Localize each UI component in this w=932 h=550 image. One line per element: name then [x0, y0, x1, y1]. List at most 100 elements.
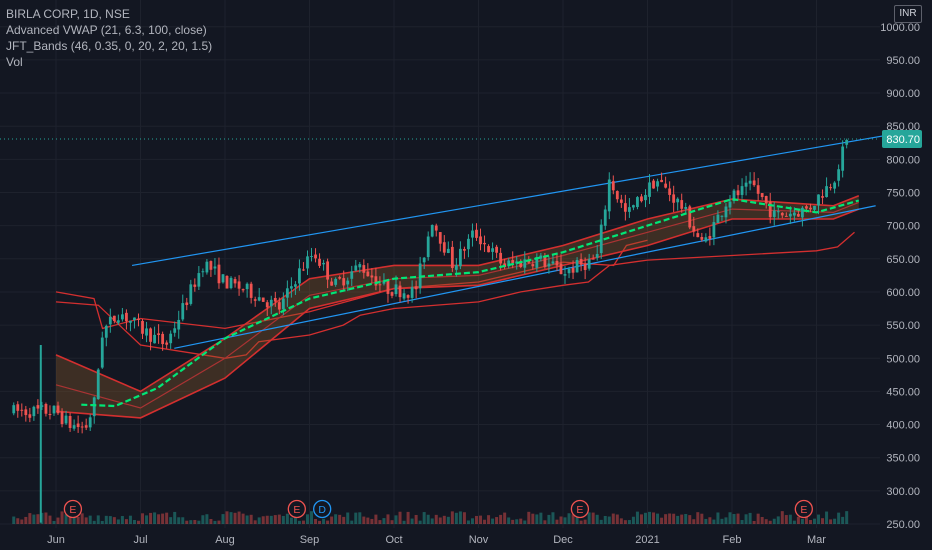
candle-body	[676, 198, 680, 203]
candle-body	[764, 195, 768, 204]
candle-body	[700, 236, 704, 240]
volume-bar	[253, 520, 257, 524]
candle-body	[430, 224, 434, 237]
volume-bar	[56, 517, 60, 524]
volume-bar	[527, 511, 531, 524]
y-tick-label: 550.00	[886, 320, 920, 332]
volume-bar	[458, 511, 462, 524]
candle-body	[76, 423, 80, 428]
y-tick-label: 400.00	[886, 420, 920, 432]
volume-bar	[519, 518, 523, 524]
volume-bar	[535, 514, 539, 524]
earnings-marker[interactable]: E	[570, 499, 590, 519]
volume-bar	[845, 511, 849, 524]
event-label: D	[318, 504, 326, 516]
candle-body	[559, 263, 563, 275]
volume-bar	[487, 515, 491, 524]
volume-bar	[454, 512, 458, 524]
volume-bar	[261, 516, 265, 524]
volume-bar	[177, 517, 181, 524]
y-tick-label: 1000.00	[880, 22, 920, 34]
candle-body	[801, 207, 804, 218]
volume-bar	[635, 511, 639, 524]
candle-body	[640, 196, 643, 202]
earnings-marker[interactable]: E	[287, 499, 306, 519]
candle-body	[450, 246, 454, 268]
candle-body	[273, 297, 277, 302]
candle-body	[197, 273, 201, 287]
volume-bar	[756, 513, 760, 524]
volume-bar	[217, 520, 221, 524]
candle-body	[108, 316, 112, 325]
trendlines[interactable]	[131, 132, 902, 349]
y-tick-label: 800.00	[886, 154, 920, 166]
event-label: E	[800, 504, 807, 516]
candle-body	[656, 181, 659, 187]
volume-bar	[285, 513, 289, 524]
candle-body	[684, 207, 688, 209]
candle-body	[68, 415, 72, 428]
candle-body	[426, 236, 430, 258]
symbol-title[interactable]: BIRLA CORP, 1D, NSE	[6, 7, 130, 21]
volume-bar	[466, 520, 470, 524]
volume-bar	[136, 520, 140, 524]
dividend-marker[interactable]: D	[313, 499, 332, 519]
candle-body	[575, 259, 579, 273]
indicator-bands-label[interactable]: JFT_Bands (46, 0.35, 0, 20, 2, 20, 1.5)	[6, 39, 213, 53]
band-upper	[55, 195, 860, 393]
candle-body	[193, 284, 197, 287]
volume-bar	[479, 515, 483, 524]
volume-bar	[426, 514, 430, 524]
time-axis[interactable]: Jun Jul Aug Sep Oct Nov Dec 2021 Feb Mar	[47, 534, 826, 546]
x-tick-label: Sep	[300, 534, 320, 546]
currency-badge[interactable]: INR	[894, 5, 922, 23]
candle-body	[539, 255, 543, 259]
candle-body	[768, 201, 772, 218]
candle-body	[611, 181, 615, 191]
volume-bar	[563, 517, 567, 524]
volume-bar	[362, 516, 366, 524]
candle-body	[350, 271, 354, 279]
volume-bar	[354, 512, 358, 524]
candle-body	[583, 264, 587, 271]
candle-body	[463, 249, 466, 251]
volume-bar	[92, 520, 96, 524]
candle-body	[269, 299, 273, 307]
earnings-marker[interactable]: E	[63, 499, 83, 519]
volume-bar	[366, 517, 370, 524]
candle-body	[64, 415, 68, 424]
candle-body	[619, 199, 623, 203]
volume-bar	[575, 511, 579, 524]
candle-body	[310, 256, 313, 258]
candle-body	[265, 302, 269, 308]
earnings-marker[interactable]: E	[794, 499, 813, 519]
price-axis[interactable]: 250.00 300.00 350.00 400.00 450.00 500.00 550.…	[880, 22, 922, 531]
volume-bar	[720, 518, 724, 524]
candle-body	[16, 404, 20, 411]
volume-bar	[161, 513, 165, 524]
volume-bar	[491, 518, 495, 524]
volume-bar	[744, 514, 748, 524]
volume-bar	[330, 516, 334, 524]
event-circle	[794, 499, 813, 519]
candle-body	[414, 286, 418, 290]
volume-bar	[559, 516, 563, 524]
candle-body	[362, 265, 366, 273]
chart-legend: BIRLA CORP, 1D, NSE Advanced VWAP (21, 6…	[6, 6, 212, 70]
volume-bar	[792, 520, 796, 524]
current-price-tag	[882, 129, 922, 148]
candle-body	[736, 190, 740, 196]
candle-body	[173, 328, 177, 333]
volume-bar	[442, 515, 446, 524]
volume-bar	[780, 511, 784, 524]
volume-bar	[370, 518, 374, 524]
candle-body	[289, 286, 293, 289]
volume-bar	[189, 520, 193, 524]
volume-bar	[470, 518, 474, 524]
event-circle	[570, 499, 590, 519]
x-tick-label: Oct	[385, 534, 402, 546]
indicator-volume-label[interactable]: Vol	[6, 55, 23, 69]
indicator-vwap-label[interactable]: Advanced VWAP (21, 6.3, 100, close)	[6, 23, 207, 37]
